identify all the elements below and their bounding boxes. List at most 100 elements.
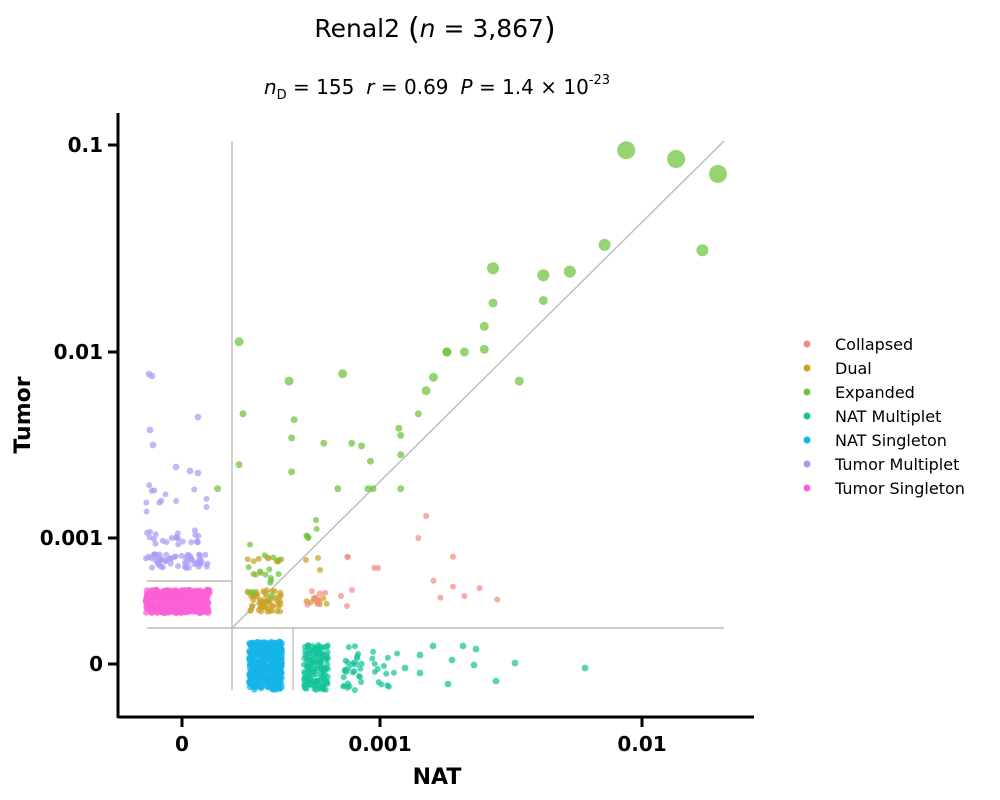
dual-point — [317, 567, 323, 573]
tumor-multiplet-point — [203, 495, 210, 502]
nat-multiplet-point — [470, 661, 478, 669]
nat-multiplet-point — [350, 659, 357, 666]
tumor-multiplet-point — [146, 482, 153, 489]
tumor-multiplet-point — [143, 508, 150, 515]
legend-marker — [803, 388, 811, 396]
tumor-singleton-point — [193, 587, 200, 594]
expanded-point — [598, 238, 611, 251]
dual-point — [315, 555, 321, 561]
collapsed-point — [371, 564, 378, 571]
collapsed-point — [322, 589, 329, 596]
expanded-point — [397, 485, 405, 493]
tumor-multiplet-point — [175, 541, 182, 548]
expanded-point — [667, 150, 686, 168]
tumor-multiplet-point — [162, 558, 169, 565]
expanded-point — [538, 296, 548, 305]
tumor-multiplet-point — [194, 413, 202, 421]
legend-marker — [803, 340, 811, 348]
collapsed-point — [349, 587, 355, 593]
expanded-point — [397, 451, 405, 459]
tumor-multiplet-point — [191, 486, 198, 493]
expanded-point — [268, 592, 275, 599]
expanded-point — [364, 485, 372, 493]
nat-multiplet-point — [356, 673, 362, 680]
collapsed-point — [423, 513, 430, 519]
tumor-singleton-point — [172, 592, 179, 599]
nat-multiplet-point — [312, 659, 319, 666]
nat-singleton-point — [249, 682, 257, 690]
y-axis-label: Tumor — [11, 376, 36, 453]
tumor-singleton-point — [177, 598, 184, 605]
nat-multiplet-point — [312, 644, 319, 651]
expanded-point — [239, 410, 247, 418]
nat-singleton-point — [264, 666, 272, 673]
expanded-point — [397, 431, 405, 439]
nat-multiplet-point — [401, 664, 409, 672]
y-tick-label: 0.01 — [54, 340, 103, 364]
legend-label: Dual — [835, 359, 872, 378]
tumor-singleton-point — [199, 600, 206, 608]
legend-label: Collapsed — [835, 335, 913, 354]
nat-multiplet-point — [308, 656, 315, 663]
nat-multiplet-point — [324, 665, 331, 672]
collapsed-point — [450, 583, 456, 590]
expanded-point — [214, 485, 222, 493]
dual-point — [274, 608, 281, 615]
nat-multiplet-point — [371, 660, 378, 667]
dual-point — [303, 557, 309, 563]
expanded-point — [267, 575, 274, 581]
nat-multiplet-point — [344, 680, 351, 687]
tumor-multiplet-point — [174, 530, 181, 537]
expanded-point — [338, 369, 348, 379]
collapsed-point — [344, 603, 350, 609]
y-tick-label: 0 — [89, 652, 103, 676]
nat-multiplet-point — [380, 663, 387, 669]
legend-marker — [803, 484, 811, 492]
collapsed-point — [344, 553, 351, 560]
expanded-point — [245, 564, 252, 571]
nat-multiplet-point — [320, 673, 327, 680]
nat-multiplet-point — [394, 650, 401, 657]
dual-point — [259, 598, 266, 605]
nat-singleton-point — [276, 638, 284, 646]
expanded-point — [514, 376, 524, 386]
tumor-multiplet-point — [149, 564, 156, 571]
nat-multiplet-point — [308, 661, 315, 668]
expanded-point — [617, 141, 636, 160]
expanded-point — [261, 552, 268, 559]
expanded-point — [334, 485, 342, 493]
tumor-multiplet-point — [197, 560, 204, 567]
expanded-point — [563, 265, 576, 278]
nat-multiplet-point — [371, 668, 378, 675]
expanded-point — [288, 468, 296, 476]
nat-singleton-point — [255, 655, 262, 662]
axes — [108, 113, 754, 727]
tumor-multiplet-point — [143, 499, 150, 506]
expanded-point — [234, 337, 244, 347]
expanded-point — [305, 535, 311, 541]
tumor-multiplet-point — [162, 491, 169, 498]
legend-label: Tumor Multiplet — [834, 455, 959, 474]
tumor-multiplet-point — [158, 555, 164, 562]
tumor-multiplet-point — [172, 463, 180, 471]
nat-multiplet-point — [492, 677, 500, 685]
tumor-multiplet-point — [152, 531, 159, 538]
collapsed-point — [430, 577, 437, 584]
tumor-multiplet-point — [148, 372, 156, 380]
nat-singleton-point — [271, 651, 278, 658]
expanded-point — [488, 298, 498, 308]
tumor-multiplet-point — [172, 553, 179, 560]
expanded-point — [348, 439, 356, 447]
nat-multiplet-point — [324, 643, 331, 650]
collapsed-point — [494, 596, 501, 603]
tumor-multiplet-point — [146, 426, 154, 434]
expanded-point — [395, 424, 403, 432]
tumor-multiplet-point — [196, 551, 203, 558]
nat-singleton-point — [276, 677, 284, 685]
tumor-multiplet-point — [145, 553, 152, 560]
dual-point — [323, 600, 330, 607]
nat-multiplet-point — [311, 666, 318, 672]
tumor-singleton-point — [203, 607, 211, 614]
nat-multiplet-point — [416, 651, 424, 659]
expanded-point — [290, 416, 298, 424]
